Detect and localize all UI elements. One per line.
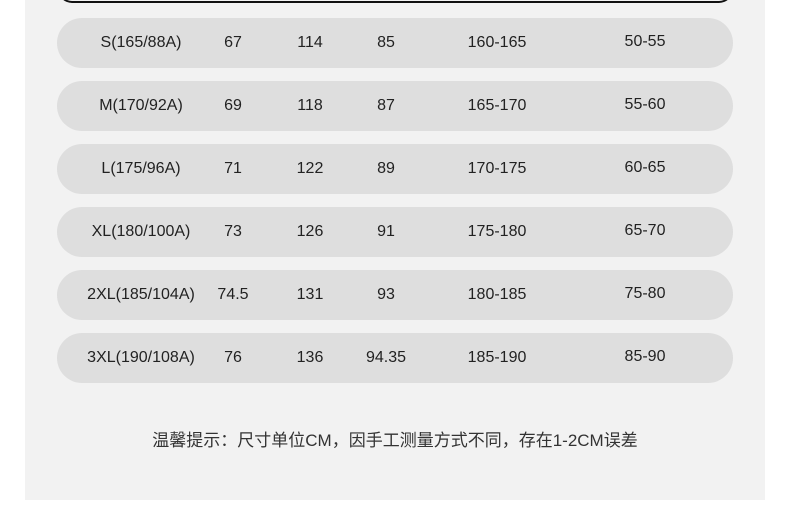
size-value: 85 [377,34,395,51]
size-value: 175-180 [467,223,527,240]
size-value: 87 [377,97,395,114]
size-label: XL(180/100A) [91,223,191,240]
measurement-note: 温馨提示：尺寸单位CM，因手工测量方式不同，存在1-2CM误差 [152,431,638,450]
size-value: 74.5 [217,286,249,303]
size-value: 160-165 [467,34,527,51]
size-value: 71 [224,160,242,177]
size-value: 60-65 [624,159,666,176]
size-value: 85-90 [624,348,666,365]
size-value: 76 [224,349,242,366]
size-value: 89 [377,160,395,177]
size-value: 91 [377,223,395,240]
table-row: 3XL(190/108A) 76 136 94.35 185-190 85-90 [57,333,733,383]
size-value: 136 [296,349,324,366]
size-value: 122 [296,160,324,177]
size-value: 55-60 [624,96,666,113]
size-label: M(170/92A) [99,97,183,114]
size-value: 185-190 [467,349,527,366]
table-row: S(165/88A) 67 114 85 160-165 50-55 [57,18,733,68]
size-value: 73 [224,223,242,240]
size-value: 118 [297,97,323,114]
size-value: 165-170 [467,97,527,114]
table-row: L(175/96A) 71 122 89 170-175 60-65 [57,144,733,194]
table-row: XL(180/100A) 73 126 91 175-180 65-70 [57,207,733,257]
size-value: 131 [296,286,324,303]
size-value: 69 [224,97,242,114]
size-value: 126 [296,223,324,240]
size-value: 170-175 [467,160,527,177]
size-value: 75-80 [624,285,666,302]
size-label: 2XL(185/104A) [87,286,195,303]
table-row: M(170/92A) 69 118 87 165-170 55-60 [57,81,733,131]
size-value: 93 [377,286,395,303]
table-row: 2XL(185/104A) 74.5 131 93 180-185 75-80 [57,270,733,320]
size-label: L(175/96A) [101,160,181,177]
size-value: 94.35 [365,349,407,366]
size-value: 180-185 [467,286,527,303]
size-label: 3XL(190/108A) [87,349,195,366]
size-label: S(165/88A) [100,34,182,51]
size-value: 50-55 [624,33,666,50]
size-value: 67 [224,34,242,51]
size-value: 114 [297,34,323,51]
table-header-box [58,0,733,3]
size-value: 65-70 [624,222,666,239]
